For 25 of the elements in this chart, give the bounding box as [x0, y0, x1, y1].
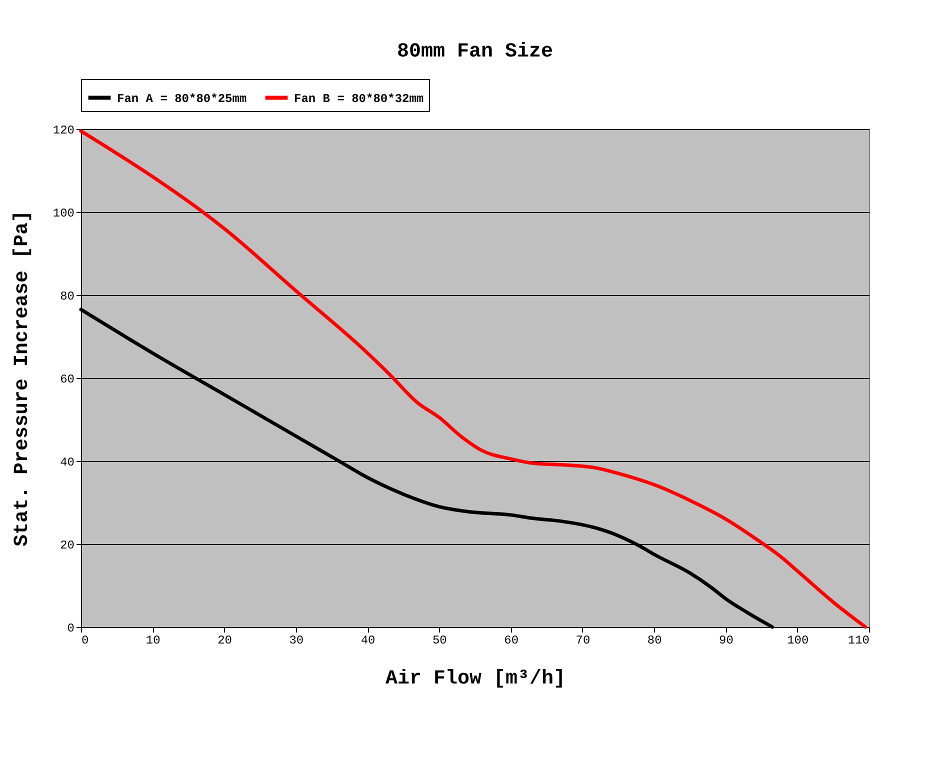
x-tick-label: 20 [218, 634, 232, 648]
y-tick-label: 120 [52, 124, 74, 138]
x-tick-label: 30 [289, 634, 304, 648]
x-tick-label: 80 [647, 634, 662, 648]
x-tick-label: 10 [146, 634, 160, 648]
y-tick-label: 60 [60, 372, 74, 386]
y-tick-label: 100 [52, 206, 74, 220]
y-tick-label: 0 [67, 622, 74, 636]
y-tick-label: 20 [60, 538, 74, 552]
x-tick-label: 90 [719, 634, 734, 648]
chart-title: 80mm Fan Size [396, 40, 554, 64]
legend-label: Fan B = 80*80*32mm [294, 92, 424, 106]
legend-label: Fan A = 80*80*25mm [117, 92, 247, 106]
x-tick-label: 110 [848, 634, 870, 648]
x-axis-title: Air Flow [m³/h] [385, 668, 566, 690]
y-tick-label: 40 [60, 456, 74, 470]
x-tick-label: 70 [576, 634, 590, 648]
x-tick-label: 60 [504, 634, 519, 648]
x-tick-label: 50 [432, 634, 447, 648]
x-tick-label: 0 [82, 634, 89, 648]
line-series [79, 129, 868, 629]
x-tick-label: 100 [787, 634, 809, 648]
x-tick-label: 40 [360, 634, 376, 648]
y-tick-label: 80 [60, 290, 74, 304]
y-axis-title: Stat. Pressure Increase [Pa] [10, 210, 34, 547]
